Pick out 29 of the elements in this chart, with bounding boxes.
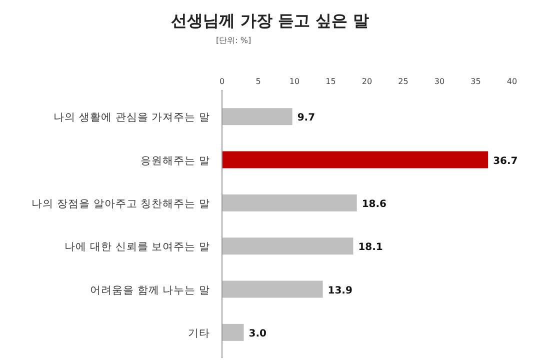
bar [222,280,323,298]
y-tick-label: 나의 장점을 알아주고 칭찬해주는 말 [32,198,210,210]
data-label: 36.7 [493,156,518,167]
x-tick-label: 40 [506,77,518,86]
x-tick-label: 20 [362,77,372,86]
x-tick-label: 10 [289,77,300,86]
bar [222,108,292,126]
bar [222,324,244,341]
data-label: 18.1 [358,242,383,254]
y-tick-label: 어려움을 함께 나누는 말 [90,284,210,296]
x-tick-label: 0 [219,77,225,86]
data-label: 3.0 [248,328,267,340]
x-tick-label: 30 [434,77,445,86]
y-tick-label: 응원해주는 말 [140,154,210,167]
x-tick-label: 25 [398,77,408,86]
data-label: 13.9 [328,285,352,296]
bar [222,194,357,212]
y-tick-label: 나의 생활에 관심을 가져주는 말 [54,112,210,124]
x-tick-label: 15 [326,77,336,86]
y-tick-label: 나에 대한 신뢰를 보여주는 말 [64,241,210,254]
data-label: 18.6 [362,198,387,210]
x-tick-label: 5 [256,77,261,86]
bar [222,238,354,255]
data-label: 9.7 [297,112,316,124]
x-tick-label: 35 [470,77,481,86]
chart-title: 선생님께 가장 듣고 싶은 말 [170,11,370,30]
text: [단위: %] [216,36,252,45]
y-tick-label: 기타 [188,327,210,340]
bar [222,151,488,168]
